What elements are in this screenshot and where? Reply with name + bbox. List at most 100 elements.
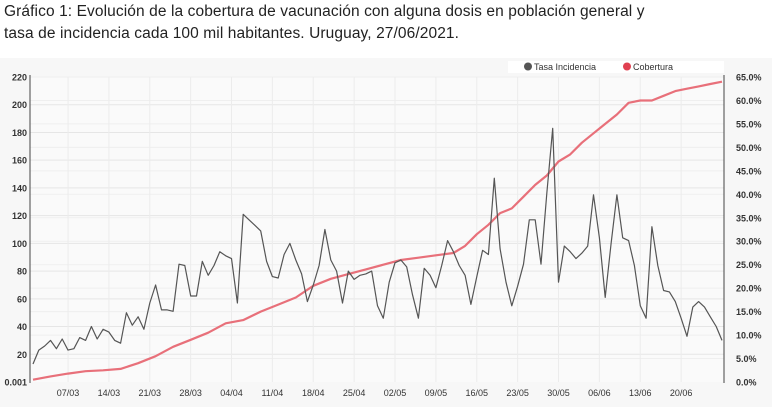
point-tasa-incidencia: [459, 265, 460, 266]
point-tasa-incidencia: [418, 318, 419, 319]
series-layer: [32, 80, 723, 381]
point-tasa-incidencia: [716, 326, 717, 327]
point-tasa-incidencia: [494, 178, 495, 179]
point-tasa-incidencia: [488, 254, 489, 255]
right-axis-tick-label: 20.0%: [736, 284, 762, 294]
left-axis-tick-label: 100: [12, 239, 27, 249]
point-tasa-incidencia: [721, 340, 722, 341]
point-tasa-incidencia: [710, 316, 711, 317]
x-axis-ticks: 07/03 14/03 21/03 28/03 04/04 11/04 18/04 25/04…: [57, 388, 693, 398]
point-cobertura: [558, 161, 559, 162]
legend-incidence-dot-icon: [524, 62, 532, 71]
point-tasa-incidencia: [394, 262, 395, 263]
point-cobertura: [523, 196, 524, 197]
x-axis-tick-label: 25/04: [343, 388, 366, 398]
point-tasa-incidencia: [593, 194, 594, 195]
point-tasa-incidencia: [505, 282, 506, 283]
point-tasa-incidencia: [570, 251, 571, 252]
point-cobertura: [85, 371, 86, 372]
point-tasa-incidencia: [67, 350, 68, 351]
point-cobertura: [651, 100, 652, 101]
right-axis-tick-label: 40.0%: [736, 190, 762, 200]
right-axis-tick-label: 0.0%: [736, 378, 757, 388]
point-cobertura: [225, 323, 226, 324]
point-cobertura: [208, 332, 209, 333]
point-tasa-incidencia: [167, 309, 168, 310]
point-tasa-incidencia: [278, 277, 279, 278]
point-tasa-incidencia: [517, 286, 518, 287]
point-tasa-incidencia: [260, 230, 261, 231]
point-cobertura: [365, 269, 366, 270]
point-tasa-incidencia: [453, 251, 454, 252]
point-tasa-incidencia: [149, 302, 150, 303]
point-tasa-incidencia: [412, 294, 413, 295]
point-tasa-incidencia: [616, 194, 617, 195]
point-cobertura: [546, 175, 547, 176]
point-tasa-incidencia: [348, 270, 349, 271]
point-tasa-incidencia: [73, 348, 74, 349]
point-tasa-incidencia: [441, 265, 442, 266]
point-tasa-incidencia: [91, 326, 92, 327]
left-axis-tick-label: 180: [12, 128, 27, 138]
point-cobertura: [570, 154, 571, 155]
point-tasa-incidencia: [529, 219, 530, 220]
x-axis-tick-label: 09/05: [425, 388, 448, 398]
point-tasa-incidencia: [243, 214, 244, 215]
point-tasa-incidencia: [686, 336, 687, 337]
point-cobertura: [50, 376, 51, 377]
point-tasa-incidencia: [85, 340, 86, 341]
point-cobertura: [663, 95, 664, 96]
x-axis-tick-label: 11/04: [261, 388, 283, 398]
point-cobertura: [721, 81, 722, 82]
point-tasa-incidencia: [231, 258, 232, 259]
x-axis-tick-label: 07/03: [57, 388, 80, 398]
point-tasa-incidencia: [283, 254, 284, 255]
point-tasa-incidencia: [178, 264, 179, 265]
point-tasa-incidencia: [406, 266, 407, 267]
point-tasa-incidencia: [126, 312, 127, 313]
point-tasa-incidencia: [651, 226, 652, 227]
right-axis-tick-label: 5.0%: [736, 354, 757, 364]
left-axis-tick-label: 140: [12, 183, 27, 193]
point-cobertura: [593, 133, 594, 134]
legend-item-coverage[interactable]: Cobertura: [623, 62, 673, 72]
point-cobertura: [120, 368, 121, 369]
point-cobertura: [383, 264, 384, 265]
point-tasa-incidencia: [359, 275, 360, 276]
point-cobertura: [500, 212, 501, 213]
legend-item-incidence[interactable]: Tasa Incidencia: [524, 62, 596, 72]
point-cobertura: [418, 257, 419, 258]
point-tasa-incidencia: [138, 316, 139, 317]
point-tasa-incidencia: [622, 237, 623, 238]
right-axis-ticks: 0.0% 5.0% 10.0% 15.0% 20.0% 25.0% 30.0% 35.0% 40…: [736, 73, 762, 388]
point-tasa-incidencia: [447, 240, 448, 241]
point-tasa-incidencia: [161, 309, 162, 310]
point-tasa-incidencia: [32, 363, 33, 364]
point-tasa-incidencia: [266, 261, 267, 262]
point-cobertura: [488, 224, 489, 225]
legend-background: [508, 61, 724, 73]
x-axis-tick-label: 04/04: [220, 388, 243, 398]
point-tasa-incidencia: [698, 301, 699, 302]
right-axis-tick-label: 60.0%: [736, 96, 762, 106]
chart-title-line-1: Gráfico 1: Evolución de la cobertura de …: [4, 3, 645, 20]
point-cobertura: [155, 356, 156, 357]
point-tasa-incidencia: [599, 237, 600, 238]
point-cobertura: [313, 285, 314, 286]
point-tasa-incidencia: [681, 318, 682, 319]
chart-title-line-2: tasa de incidencia cada 100 mil habitant…: [4, 25, 460, 42]
point-tasa-incidencia: [552, 128, 553, 129]
point-tasa-incidencia: [354, 279, 355, 280]
x-axis-tick-label: 28/03: [179, 388, 202, 398]
point-cobertura: [295, 297, 296, 298]
point-cobertura: [260, 311, 261, 312]
point-tasa-incidencia: [640, 305, 641, 306]
point-tasa-incidencia: [482, 250, 483, 251]
point-tasa-incidencia: [301, 273, 302, 274]
point-tasa-incidencia: [535, 219, 536, 220]
right-axis-tick-label: 45.0%: [736, 166, 762, 176]
chart-svg: 0.001 20 40 60 80 100 120 140 160 180 200 220 0.0% 5…: [4, 61, 762, 398]
point-tasa-incidencia: [546, 193, 547, 194]
point-tasa-incidencia: [248, 219, 249, 220]
point-cobertura: [698, 86, 699, 87]
